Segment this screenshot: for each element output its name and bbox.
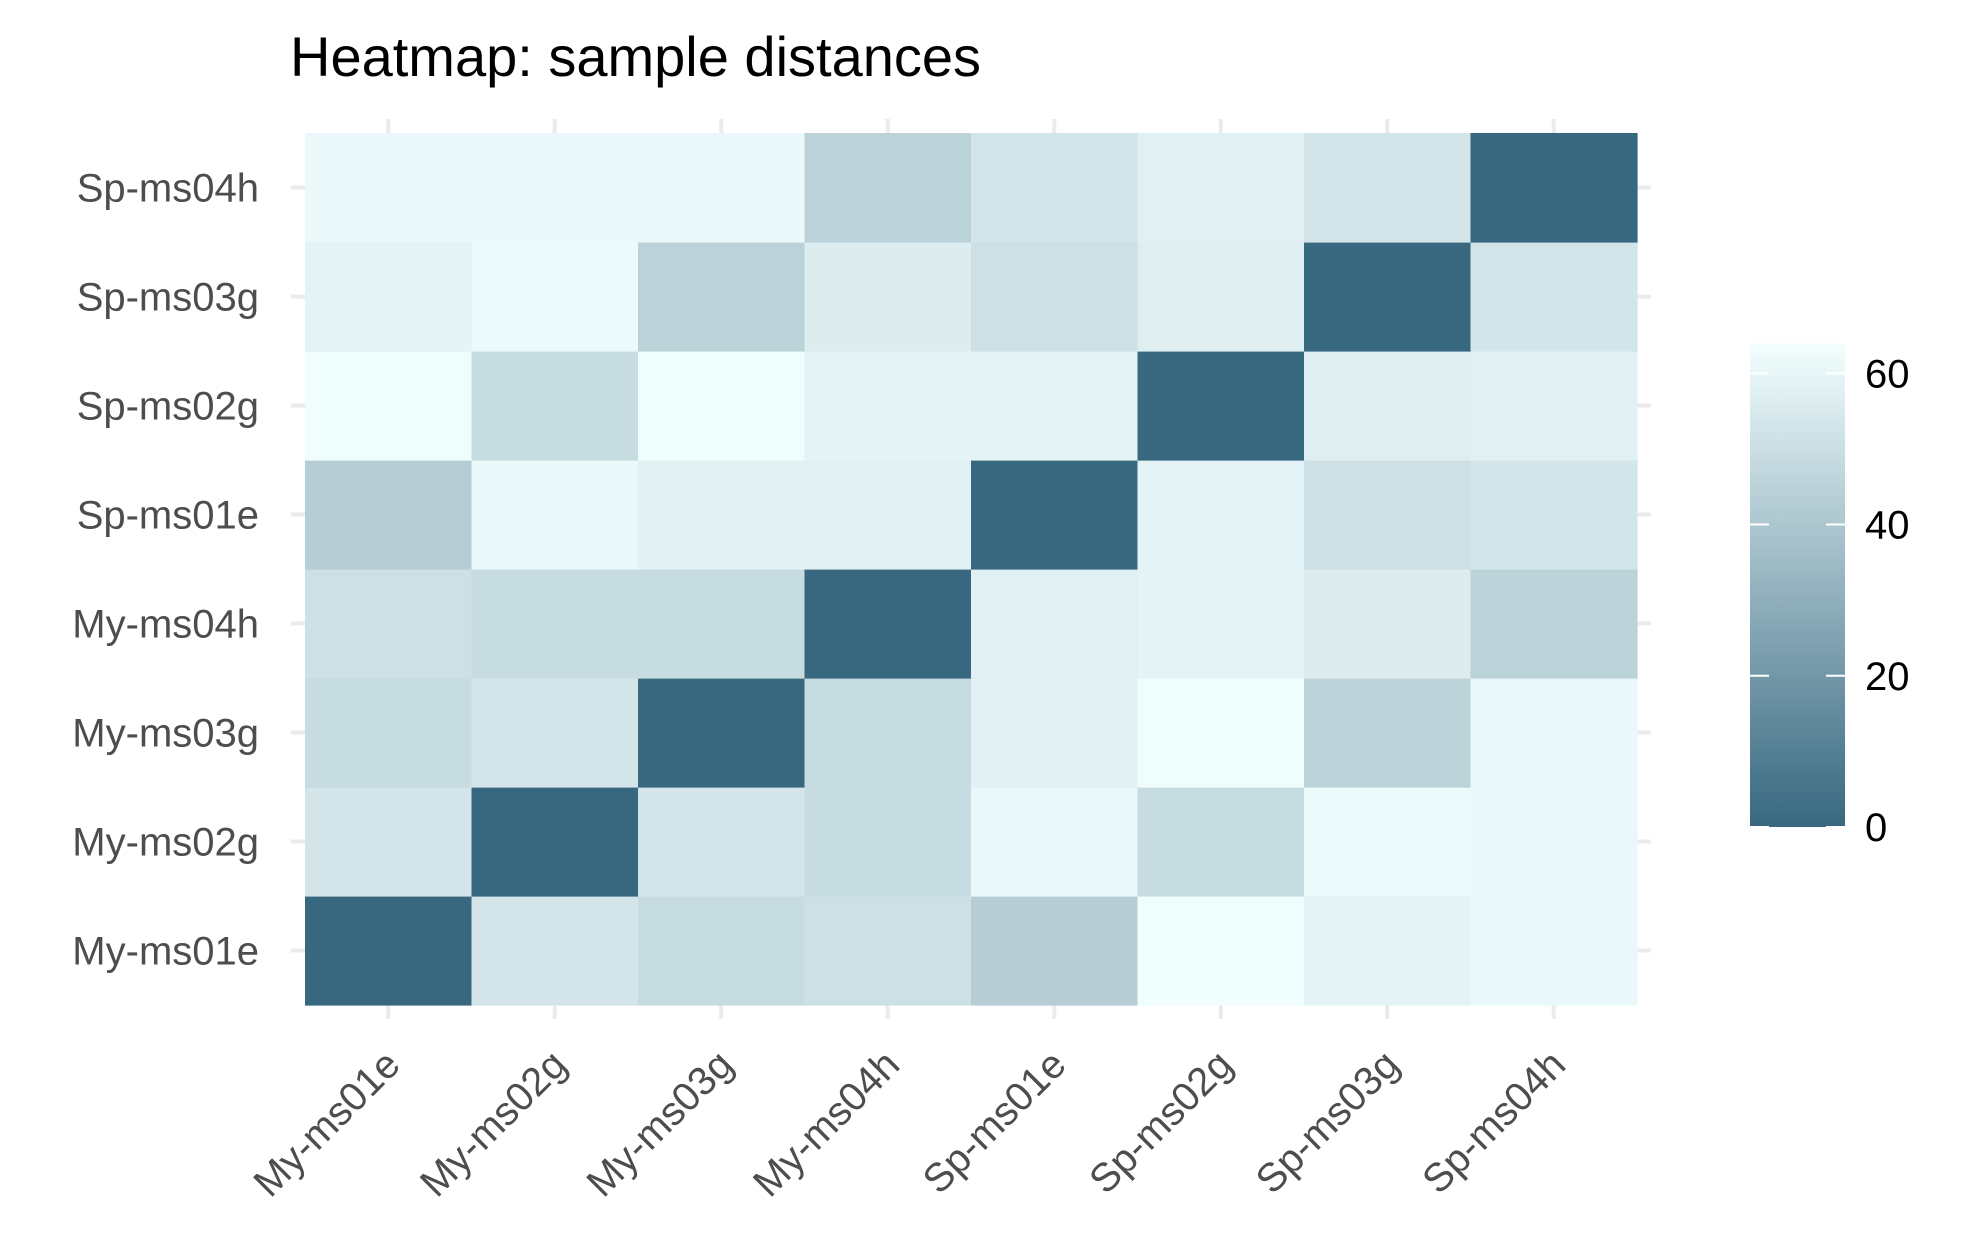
- heatmap-cell-My-ms03g-My-ms02g: [471, 678, 639, 788]
- heatmap-cell-My-ms03g-Sp-ms04h: [1470, 678, 1638, 788]
- y-axis-tick-labels: My-ms01e My-ms02g My-ms03g My-ms04h Sp-ms01e…: [72, 167, 259, 974]
- heatmap-cell-Sp-ms04h-My-ms02g: [471, 133, 639, 243]
- heatmap-cell-My-ms04h-My-ms04h: [804, 569, 972, 679]
- heatmap-cell-Sp-ms03g-My-ms04h: [804, 242, 972, 352]
- heatmap-cell-Sp-ms04h-Sp-ms02g: [1137, 133, 1305, 243]
- heatmap-cell-My-ms03g-Sp-ms03g: [1304, 678, 1472, 788]
- heatmap-cell-Sp-ms01e-Sp-ms02g: [1137, 460, 1305, 570]
- x-tick-label: Sp-ms04h: [1414, 1042, 1574, 1202]
- heatmap-cell-Sp-ms01e-My-ms04h: [804, 460, 972, 570]
- x-tick-label: My-ms02g: [412, 1042, 575, 1205]
- heatmap-cell-My-ms03g-My-ms03g: [638, 678, 806, 788]
- y-tick-label: Sp-ms03g: [77, 276, 259, 320]
- heatmap-cell-Sp-ms03g-My-ms02g: [471, 242, 639, 352]
- x-tick-label: Sp-ms01e: [915, 1042, 1075, 1202]
- color-legend: 0 20 40 60: [1750, 343, 1910, 850]
- heatmap-cell-Sp-ms01e-Sp-ms03g: [1304, 460, 1472, 570]
- heatmap-cell-My-ms02g-Sp-ms04h: [1470, 787, 1638, 897]
- heatmap-cell-My-ms04h-My-ms01e: [305, 569, 473, 679]
- heatmap-cell-Sp-ms02g-Sp-ms04h: [1470, 351, 1638, 461]
- heatmap-cell-My-ms04h-Sp-ms03g: [1304, 569, 1472, 679]
- heatmap-cell-My-ms02g-Sp-ms02g: [1137, 787, 1305, 897]
- heatmap-cell-My-ms01e-Sp-ms04h: [1470, 896, 1638, 1006]
- heatmap-cells: [305, 133, 1638, 1006]
- heatmap-cell-My-ms04h-Sp-ms04h: [1470, 569, 1638, 679]
- heatmap-cell-Sp-ms01e-Sp-ms04h: [1470, 460, 1638, 570]
- chart-title: Heatmap: sample distances: [290, 25, 981, 88]
- heatmap-cell-My-ms04h-Sp-ms01e: [971, 569, 1139, 679]
- legend-break-label: 60: [1865, 352, 1910, 396]
- heatmap-cell-Sp-ms01e-My-ms02g: [471, 460, 639, 570]
- y-tick-label: My-ms03g: [72, 712, 259, 756]
- heatmap-cell-Sp-ms02g-My-ms03g: [638, 351, 806, 461]
- heatmap-cell-My-ms01e-My-ms02g: [471, 896, 639, 1006]
- heatmap-cell-Sp-ms02g-My-ms02g: [471, 351, 639, 461]
- heatmap-cell-Sp-ms02g-My-ms01e: [305, 351, 473, 461]
- x-tick-label: Sp-ms03g: [1248, 1042, 1408, 1202]
- heatmap-cell-My-ms01e-My-ms04h: [804, 896, 972, 1006]
- heatmap-cell-My-ms02g-Sp-ms01e: [971, 787, 1139, 897]
- heatmap-cell-My-ms04h-My-ms03g: [638, 569, 806, 679]
- heatmap-cell-Sp-ms04h-My-ms03g: [638, 133, 806, 243]
- heatmap-cell-My-ms01e-My-ms03g: [638, 896, 806, 1006]
- heatmap-cell-My-ms02g-My-ms01e: [305, 787, 473, 897]
- heatmap-cell-Sp-ms02g-Sp-ms01e: [971, 351, 1139, 461]
- heatmap-cell-Sp-ms03g-Sp-ms01e: [971, 242, 1139, 352]
- y-tick-label: My-ms01e: [72, 930, 259, 974]
- heatmap-cell-Sp-ms02g-My-ms04h: [804, 351, 972, 461]
- x-tick-label: Sp-ms02g: [1081, 1042, 1241, 1202]
- heatmap-cell-Sp-ms01e-Sp-ms01e: [971, 460, 1139, 570]
- legend-break-label: 40: [1865, 504, 1910, 548]
- heatmap-cell-My-ms03g-Sp-ms01e: [971, 678, 1139, 788]
- legend-colorbar: [1750, 343, 1845, 827]
- heatmap-cell-Sp-ms04h-Sp-ms03g: [1304, 133, 1472, 243]
- heatmap-cell-Sp-ms03g-Sp-ms04h: [1470, 242, 1638, 352]
- heatmap-cell-Sp-ms04h-My-ms04h: [804, 133, 972, 243]
- heatmap-cell-Sp-ms03g-My-ms01e: [305, 242, 473, 352]
- x-tick-label: My-ms01e: [245, 1042, 408, 1205]
- legend-break-label: 20: [1865, 655, 1910, 699]
- y-tick-label: Sp-ms04h: [77, 167, 259, 211]
- x-axis-tick-labels: My-ms01e My-ms02g My-ms03g My-ms04h Sp-ms01e…: [245, 1042, 1574, 1205]
- heatmap-cell-Sp-ms01e-My-ms01e: [305, 460, 473, 570]
- heatmap-cell-My-ms03g-My-ms04h: [804, 678, 972, 788]
- heatmap-cell-Sp-ms04h-My-ms01e: [305, 133, 473, 243]
- heatmap-cell-My-ms02g-My-ms03g: [638, 787, 806, 897]
- heatmap-cell-Sp-ms03g-My-ms03g: [638, 242, 806, 352]
- heatmap-cell-Sp-ms04h-Sp-ms04h: [1470, 133, 1638, 243]
- legend-break-label: 0: [1865, 806, 1887, 850]
- heatmap-cell-My-ms04h-Sp-ms02g: [1137, 569, 1305, 679]
- heatmap-cell-My-ms01e-Sp-ms01e: [971, 896, 1139, 1006]
- heatmap-cell-Sp-ms01e-My-ms03g: [638, 460, 806, 570]
- heatmap-cell-Sp-ms02g-Sp-ms03g: [1304, 351, 1472, 461]
- heatmap-cell-My-ms01e-Sp-ms03g: [1304, 896, 1472, 1006]
- heatmap-cell-Sp-ms02g-Sp-ms02g: [1137, 351, 1305, 461]
- y-tick-label: My-ms04h: [72, 603, 259, 647]
- heatmap-cell-Sp-ms03g-Sp-ms03g: [1304, 242, 1472, 352]
- heatmap-cell-My-ms04h-My-ms02g: [471, 569, 639, 679]
- heatmap-cell-My-ms02g-My-ms02g: [471, 787, 639, 897]
- y-tick-label: Sp-ms01e: [77, 494, 259, 538]
- heatmap-cell-My-ms02g-Sp-ms03g: [1304, 787, 1472, 897]
- y-tick-label: My-ms02g: [72, 821, 259, 865]
- heatmap-cell-My-ms01e-Sp-ms02g: [1137, 896, 1305, 1006]
- heatmap-cell-My-ms03g-My-ms01e: [305, 678, 473, 788]
- heatmap-cell-My-ms03g-Sp-ms02g: [1137, 678, 1305, 788]
- heatmap-cell-My-ms01e-My-ms01e: [305, 896, 473, 1006]
- y-tick-label: Sp-ms02g: [77, 385, 259, 429]
- heatmap-cell-Sp-ms03g-Sp-ms02g: [1137, 242, 1305, 352]
- heatmap-cell-My-ms02g-My-ms04h: [804, 787, 972, 897]
- heatmap-cell-Sp-ms04h-Sp-ms01e: [971, 133, 1139, 243]
- x-tick-label: My-ms03g: [578, 1042, 741, 1205]
- x-tick-label: My-ms04h: [745, 1042, 908, 1205]
